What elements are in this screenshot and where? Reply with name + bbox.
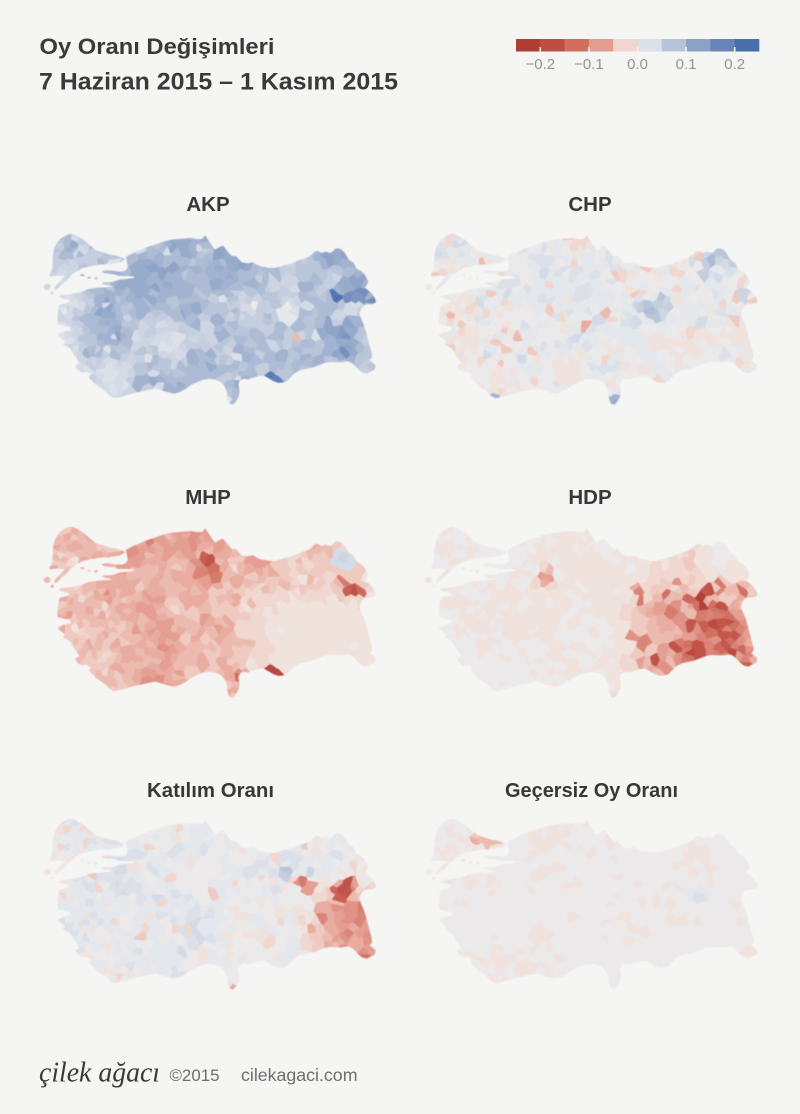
svg-text:cilekagaci.com: cilekagaci.com <box>241 1065 358 1085</box>
svg-text:AKP: AKP <box>186 193 229 216</box>
svg-text:Geçersiz Oy Oranı: Geçersiz Oy Oranı <box>505 779 678 802</box>
svg-text:0.0: 0.0 <box>627 56 648 73</box>
svg-text:Oy Oranı Değişimleri: Oy Oranı Değişimleri <box>40 34 275 59</box>
svg-text:−0.2: −0.2 <box>525 56 555 73</box>
svg-text:Katılım Oranı: Katılım Oranı <box>147 779 274 802</box>
svg-text:7 Haziran 2015 – 1 Kasım 2015: 7 Haziran 2015 – 1 Kasım 2015 <box>39 69 398 96</box>
svg-text:HDP: HDP <box>568 486 611 509</box>
svg-text:CHP: CHP <box>568 193 611 216</box>
svg-text:çilek ağacı: çilek ağacı <box>39 1058 160 1089</box>
svg-text:0.1: 0.1 <box>676 56 697 73</box>
svg-text:0.2: 0.2 <box>724 56 745 73</box>
svg-text:©2015: ©2015 <box>170 1067 220 1085</box>
svg-text:−0.1: −0.1 <box>574 56 604 73</box>
svg-text:MHP: MHP <box>185 486 231 509</box>
